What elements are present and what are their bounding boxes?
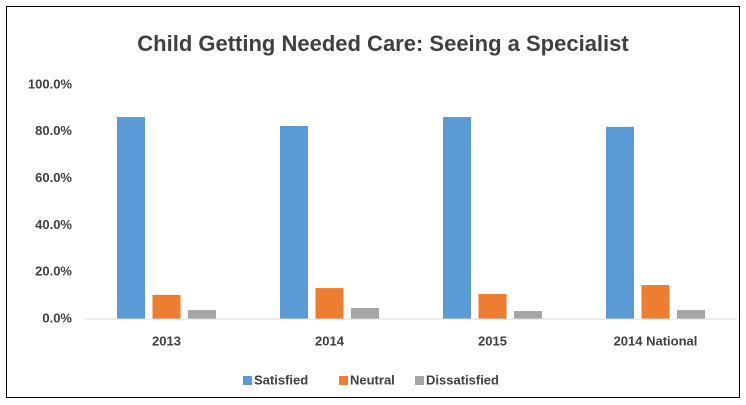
bar xyxy=(443,117,471,319)
bar xyxy=(188,310,216,319)
bar xyxy=(478,293,507,319)
y-tick-label: 20.0% xyxy=(35,264,72,279)
bar xyxy=(677,310,705,319)
x-tick-label: 2013 xyxy=(152,333,181,348)
bar xyxy=(351,308,379,319)
y-tick-label: 0.0% xyxy=(42,310,72,325)
y-tick-label: 60.0% xyxy=(35,170,72,185)
x-tick-label: 2014 xyxy=(315,333,345,348)
legend-swatch xyxy=(339,376,348,385)
x-tick-label: 2014 National xyxy=(614,333,698,348)
legend-label: Satisfied xyxy=(254,372,308,387)
legend-swatch xyxy=(243,376,252,385)
bar xyxy=(117,117,145,319)
y-tick-label: 100.0% xyxy=(28,76,73,91)
bar xyxy=(280,125,308,319)
y-tick-label: 40.0% xyxy=(35,217,72,232)
bar xyxy=(315,288,344,319)
x-tick-label: 2015 xyxy=(478,333,507,348)
bar xyxy=(606,126,634,319)
legend-label: Dissatisfied xyxy=(426,372,499,387)
chart-title: Child Getting Needed Care: Seeing a Spec… xyxy=(137,31,629,56)
legend-label: Neutral xyxy=(350,372,395,387)
bar xyxy=(641,285,670,319)
legend-swatch xyxy=(415,376,424,385)
y-tick-label: 80.0% xyxy=(35,123,72,138)
bar xyxy=(514,311,542,319)
bar xyxy=(152,294,181,319)
